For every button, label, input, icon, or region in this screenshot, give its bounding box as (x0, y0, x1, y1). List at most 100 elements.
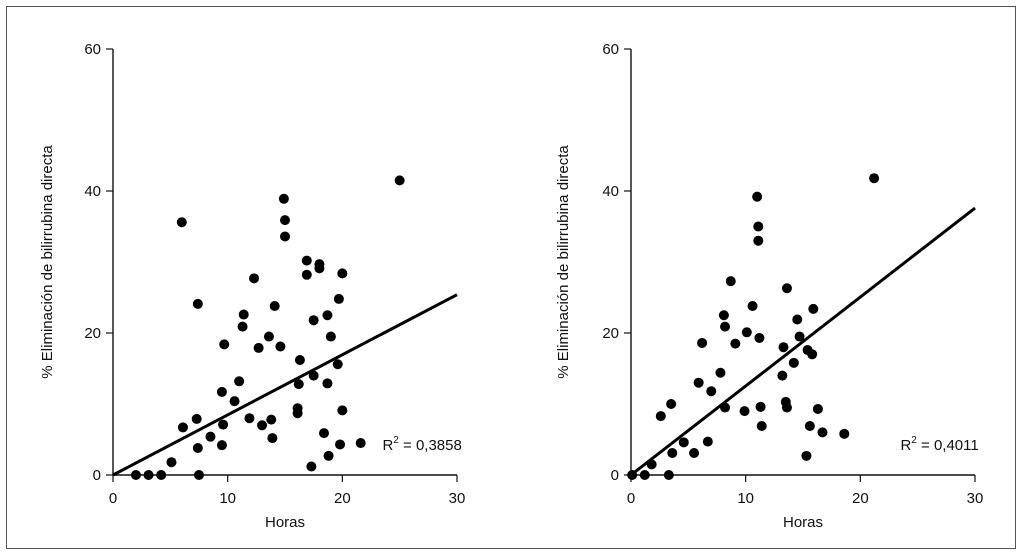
data-point (678, 437, 689, 448)
data-point (752, 191, 763, 202)
data-point (839, 428, 850, 439)
data-point (323, 450, 334, 461)
data-point (216, 440, 227, 451)
data-point (229, 396, 240, 407)
data-point (192, 443, 203, 454)
data-point (177, 422, 188, 433)
data-point (314, 259, 325, 270)
data-point (333, 293, 344, 304)
data-point (266, 414, 277, 425)
data-point (792, 314, 803, 325)
data-point (308, 370, 319, 381)
data-point (807, 349, 818, 360)
data-point (257, 420, 268, 431)
x-axis-title: Horas (783, 514, 823, 531)
x-tick-label: 30 (967, 490, 984, 507)
data-point (205, 431, 216, 442)
data-point (156, 470, 167, 480)
data-point (322, 310, 333, 321)
y-tick-label: 60 (602, 41, 619, 58)
data-point (292, 403, 303, 414)
data-point (332, 359, 343, 370)
data-point (325, 331, 336, 342)
data-point (216, 386, 227, 397)
data-point (718, 310, 729, 321)
data-point (754, 332, 765, 343)
data-point (693, 377, 704, 388)
data-point (756, 421, 767, 432)
data-point (280, 231, 290, 242)
y-tick-label: 40 (602, 183, 619, 200)
data-point (741, 327, 752, 338)
data-point (293, 379, 304, 390)
data-point (817, 427, 828, 438)
data-point (739, 406, 750, 417)
data-point (697, 337, 708, 348)
data-point (280, 215, 290, 226)
figure-frame (6, 6, 1016, 549)
r-squared-label: R2 = 0,4011 (900, 435, 978, 454)
data-point (725, 276, 736, 287)
y-axis-title: % Eliminación de bilirrubina directa (555, 145, 572, 379)
data-point (318, 428, 329, 439)
y-tick-label: 20 (84, 325, 101, 342)
x-axis-title: Horas (265, 514, 305, 531)
data-point (869, 173, 880, 184)
data-point (191, 413, 202, 424)
data-point (355, 438, 366, 449)
x-tick-label: 0 (627, 490, 635, 507)
data-point (218, 419, 229, 430)
x-tick-label: 20 (852, 490, 869, 507)
data-point (777, 370, 788, 381)
data-point (778, 342, 789, 353)
data-point (667, 447, 678, 458)
data-point (322, 378, 333, 389)
data-point (655, 411, 666, 422)
data-point (781, 283, 792, 294)
data-point (253, 342, 264, 353)
data-point (130, 470, 141, 480)
x-tick-label: 10 (737, 490, 754, 507)
data-point (808, 303, 819, 314)
data-point (269, 301, 280, 312)
chart-panel-1: 0 20 40 60 0 10 20 30 Horas % Eliminación de bili… (39, 41, 465, 531)
data-point (308, 315, 319, 326)
data-point (244, 413, 255, 424)
data-point (249, 273, 260, 284)
data-point (335, 439, 346, 450)
data-point (720, 321, 731, 332)
data-point (237, 321, 248, 332)
data-point (794, 331, 805, 342)
x-tick-label: 20 (334, 490, 351, 507)
y-tick-label: 20 (602, 325, 619, 342)
data-point (301, 269, 312, 280)
data-point (702, 436, 713, 447)
y-tick-label: 0 (611, 467, 619, 484)
regression-line (630, 206, 976, 477)
data-point (715, 367, 726, 378)
chart-panel-2: 0 20 40 60 0 10 20 30 Horas % Eliminación de bili… (555, 41, 983, 531)
data-point (267, 433, 278, 444)
x-tick-label: 30 (449, 490, 466, 507)
data-point (194, 470, 204, 480)
data-point (747, 301, 758, 312)
data-point (639, 470, 650, 480)
data-point (294, 354, 305, 365)
data-point (788, 357, 799, 368)
regression-line (112, 293, 458, 477)
data-point (812, 403, 823, 414)
data-point (176, 217, 187, 228)
data-point (801, 450, 812, 461)
data-point (234, 376, 245, 387)
data-point (278, 193, 289, 204)
r-squared-label: R2 = 0,3858 (382, 435, 461, 454)
data-point (275, 341, 286, 352)
data-point (166, 457, 177, 468)
data-point (706, 386, 717, 397)
data-point (781, 402, 792, 413)
data-point (306, 461, 317, 472)
data-point (755, 401, 766, 412)
data-point (394, 175, 405, 186)
y-axis-title: % Eliminación de bilirrubina directa (39, 145, 56, 379)
